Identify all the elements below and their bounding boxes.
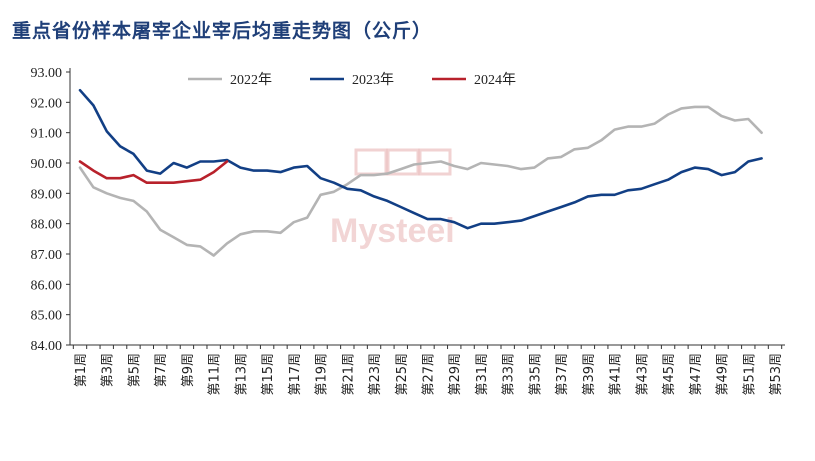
y-tick-label: 84.00	[31, 339, 63, 354]
x-tick-label: 第53周	[769, 353, 784, 396]
x-tick-label: 第19周	[315, 353, 330, 396]
x-tick-label: 第21周	[341, 353, 356, 396]
x-tick-label: 第49周	[716, 353, 731, 396]
series-lines	[78, 88, 763, 257]
watermark-text: Mysteel	[330, 212, 455, 250]
x-tick-label: 第5周	[127, 353, 142, 387]
axes: 84.00 85.00 86.00 87.00 88.00 89.00 90.00 91.00…	[31, 66, 785, 396]
x-tick-label: 第15周	[261, 353, 276, 396]
x-tick-label: 第29周	[448, 353, 463, 396]
x-tick-label: 第17周	[288, 353, 303, 396]
y-tick-label: 92.00	[31, 96, 63, 111]
legend-label: 2024年	[474, 72, 516, 88]
x-tick-label: 第7周	[154, 353, 169, 387]
x-tick-label: 第27周	[422, 353, 437, 396]
y-tick-label: 93.00	[31, 66, 63, 81]
y-tick-label: 88.00	[31, 218, 63, 233]
watermark-logo-box	[354, 148, 388, 176]
series-line-2024年	[78, 160, 229, 184]
legend: 2022年 2023年 2024年	[188, 72, 516, 88]
legend-label: 2022年	[230, 72, 272, 88]
chart-title: 重点省份样本屠宰企业宰后均重走势图（公斤）	[12, 20, 433, 42]
x-tick-label: 第3周	[101, 353, 116, 387]
legend-label: 2023年	[352, 72, 394, 88]
watermark-logo-box	[386, 148, 420, 176]
x-tick-label: 第23周	[368, 353, 383, 396]
y-tick-label: 86.00	[31, 278, 63, 293]
x-tick-label: 第45周	[662, 353, 677, 396]
y-tick-label: 85.00	[31, 309, 63, 324]
y-tick-label: 90.00	[31, 157, 63, 172]
y-tick-label: 89.00	[31, 187, 63, 202]
x-tick-label: 第1周	[74, 353, 89, 387]
x-tick-label: 第9周	[181, 353, 196, 387]
series-line-2023年	[78, 88, 763, 230]
x-tick-label: 第11周	[208, 353, 223, 396]
series-line-2022年	[78, 105, 763, 257]
x-tick-label: 第43周	[635, 353, 650, 396]
x-tick-label: 第41周	[609, 353, 624, 396]
x-tick-label: 第35周	[528, 353, 543, 396]
x-tick-label: 第47周	[689, 353, 704, 396]
watermark: Mysteel	[330, 148, 455, 250]
x-tick-label: 第51周	[742, 353, 757, 396]
y-tick-label: 87.00	[31, 248, 63, 263]
x-tick-label: 第39周	[582, 353, 597, 396]
x-tick-label: 第33周	[502, 353, 517, 396]
x-tick-label: 第31周	[475, 353, 490, 396]
x-tick-label: 第37周	[555, 353, 570, 396]
x-tick-label: 第13周	[234, 353, 249, 396]
y-tick-label: 91.00	[31, 127, 63, 142]
watermark-logo-box	[418, 148, 452, 176]
x-tick-label: 第25周	[395, 353, 410, 396]
